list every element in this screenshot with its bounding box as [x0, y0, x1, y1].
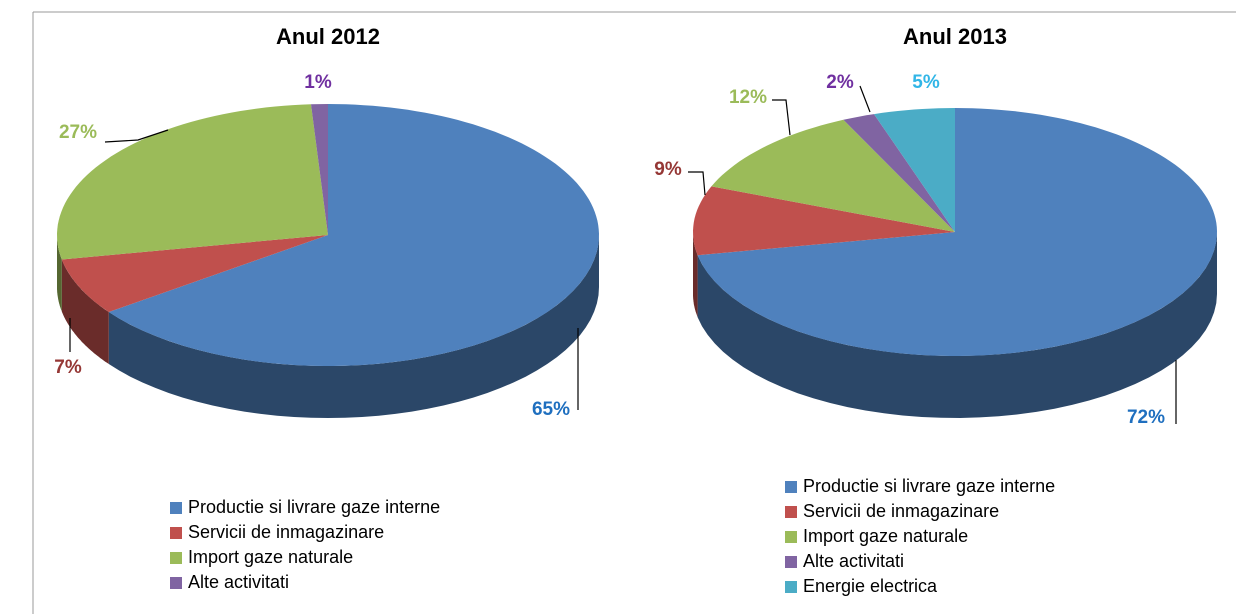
legend-label: Servicii de inmagazinare [803, 501, 999, 521]
leader-line [688, 171, 706, 196]
pie-slice [57, 104, 328, 260]
chart-title: Anul 2012 [276, 24, 380, 49]
pie-slice [711, 119, 955, 232]
data-label: 65% [532, 399, 570, 420]
pie-side [57, 235, 62, 312]
legend-swatch [785, 481, 797, 493]
pie-side [697, 232, 1217, 418]
data-label: 72% [1127, 407, 1165, 428]
legend-swatch [785, 506, 797, 518]
pie-slice [697, 108, 1217, 356]
data-label: 7% [54, 357, 82, 378]
data-label: 9% [654, 159, 682, 180]
legend-label: Alte activitati [803, 551, 904, 571]
pie-side [61, 259, 109, 364]
legend-swatch [785, 531, 797, 543]
legend-swatch [170, 502, 182, 514]
data-label: 27% [59, 122, 97, 143]
pie-side [693, 232, 698, 318]
legend-label: Import gaze naturale [803, 526, 968, 546]
data-label: 2% [826, 72, 854, 93]
legend-swatch [170, 552, 182, 564]
leader-line [772, 99, 791, 136]
chart-title: Anul 2013 [903, 24, 1007, 49]
legend-label: Productie si livrare gaze interne [188, 497, 440, 517]
pie-slice [108, 104, 600, 366]
legend-label: Alte activitati [188, 572, 289, 592]
leader-line [104, 129, 169, 143]
legend-swatch [785, 556, 797, 568]
legend-swatch [170, 527, 182, 539]
legend-label: Import gaze naturale [188, 547, 353, 567]
data-label: 12% [729, 87, 767, 108]
data-label: 1% [304, 72, 332, 93]
legend-label: Productie si livrare gaze interne [803, 476, 1055, 496]
pie-side [108, 235, 600, 418]
pie-slice [61, 235, 329, 312]
legend-swatch [785, 581, 797, 593]
leader-line [859, 85, 871, 113]
data-label: 5% [912, 72, 940, 93]
pie-slice [311, 104, 328, 235]
legend-label: Energie electrica [803, 576, 938, 596]
legend-label: Servicii de inmagazinare [188, 522, 384, 542]
legend-swatch [170, 577, 182, 589]
pie-slice [874, 108, 955, 232]
pie-slice [843, 114, 955, 232]
pie-slice [693, 186, 955, 256]
